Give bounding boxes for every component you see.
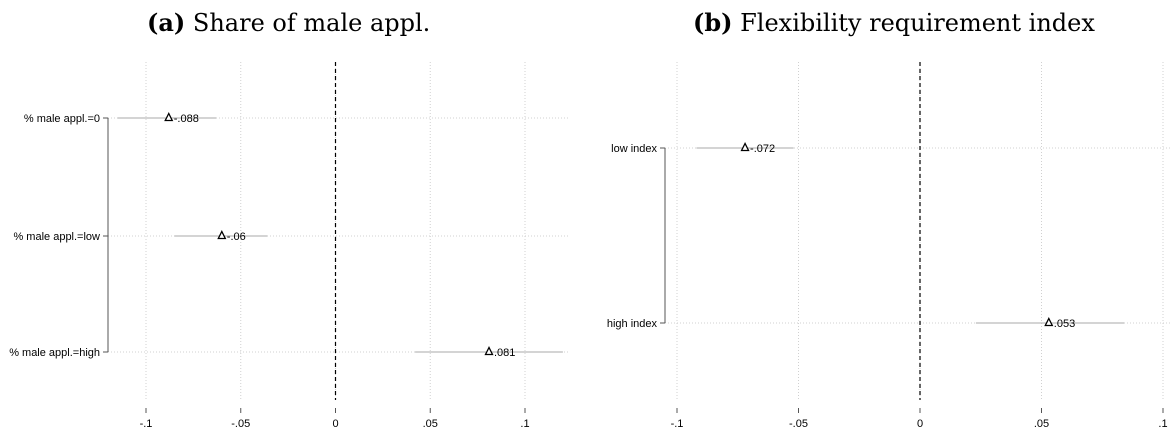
panel-b-data-label-0: -.072 xyxy=(750,143,775,155)
panel-a-data-label-0: -.088 xyxy=(174,113,199,125)
panel-b-x-tick-label-4: .1 xyxy=(1158,418,1167,430)
panel-b-title: (b) Flexibility requirement index xyxy=(693,8,1095,37)
panel-b-point-0 xyxy=(740,142,750,152)
panel-a-data-label-1: -.06 xyxy=(227,231,246,243)
panel-a-x-tick-label-3: .05 xyxy=(423,418,438,430)
panel-a-point-2 xyxy=(484,346,494,356)
panel-b-data-label-1: .053 xyxy=(1054,318,1075,330)
panel-a-y-tick-label-0: % male appl.=0 xyxy=(24,113,100,125)
panel-a-y-tick-label-2: % male appl.=high xyxy=(9,347,100,359)
panel-a-title-text: Share of male appl. xyxy=(192,9,431,37)
panel-b-x-tick-label-1: -.05 xyxy=(789,418,808,430)
panel-a-x-tick-label-0: -.1 xyxy=(140,418,153,430)
panel-b-y-tick-label-1: high index xyxy=(607,318,658,330)
panel-b-label: (b) xyxy=(693,8,733,37)
panel-a-point-1 xyxy=(217,230,227,240)
panel-a-x-tick-label-2: 0 xyxy=(332,418,338,430)
panel-a-point-0 xyxy=(164,112,174,122)
panel-a-x-tick-label-1: -.05 xyxy=(231,418,250,430)
panel-a-x-tick-label-4: .1 xyxy=(520,418,529,430)
panel-b-x-tick-label-2: 0 xyxy=(917,418,923,430)
panel-b-title-text: Flexibility requirement index xyxy=(740,9,1095,37)
panel-a-data-label-2: .081 xyxy=(494,347,515,359)
panel-a-label: (a) xyxy=(147,8,186,37)
panel-a-y-tick-label-1: % male appl.=low xyxy=(13,231,100,243)
panel-b-x-tick-label-3: .05 xyxy=(1034,418,1049,430)
panel-b-y-tick-label-0: low index xyxy=(611,143,657,155)
panel-b-point-1 xyxy=(1044,317,1054,327)
panel-a-title: (a) Share of male appl. xyxy=(147,8,430,37)
panel-b-x-tick-label-0: -.1 xyxy=(671,418,684,430)
